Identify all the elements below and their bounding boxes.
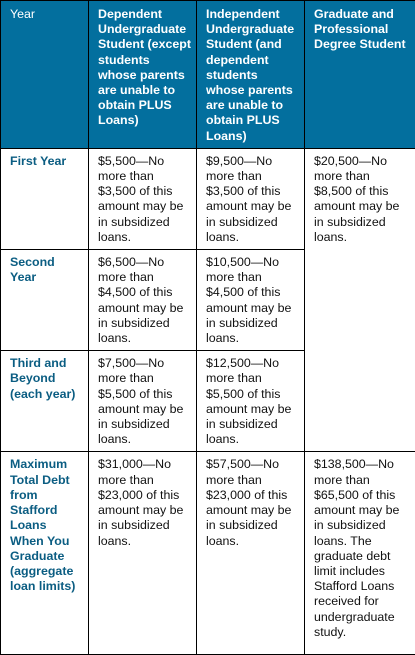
table-row: Maximum Total Debt from Stafford Loans W… bbox=[1, 452, 415, 655]
cell-independent-second-year: $10,500—No more than $4,500 of this amou… bbox=[197, 250, 305, 352]
header-year: Year bbox=[1, 1, 89, 149]
cell-independent-third-and-beyond: $12,500—No more than $5,500 of this amou… bbox=[197, 351, 305, 453]
row-label-third-and-beyond: Third and Beyond (each year) bbox=[1, 351, 89, 453]
cell-dependent-third-and-beyond: $7,500—No more than $5,500 of this amoun… bbox=[89, 351, 197, 453]
table-row: First Year $5,500—No more than $3,500 of… bbox=[1, 148, 415, 453]
cell-independent-maximum-total: $57,500—No more than $23,000 of this amo… bbox=[197, 452, 305, 655]
row-label-second-year: Second Year bbox=[1, 250, 89, 352]
cell-dependent-first-year: $5,500—No more than $3,500 of this amoun… bbox=[89, 148, 197, 251]
cell-dependent-maximum-total: $31,000—No more than $23,000 of this amo… bbox=[89, 452, 197, 655]
header-independent-undergraduate: Independent Undergraduate Student (and d… bbox=[197, 1, 305, 149]
header-dependent-undergraduate: Dependent Undergraduate Student (except … bbox=[89, 1, 197, 149]
header-row: Year Dependent Undergraduate Student (ex… bbox=[1, 1, 415, 149]
table-row: Third and Beyond (each year) $7,500—No m… bbox=[1, 351, 415, 453]
cell-graduate-annual: $20,500—No more than $8,500 of this amou… bbox=[305, 148, 415, 453]
header-graduate-professional: Graduate and Professional Degree Student bbox=[305, 1, 415, 149]
cell-graduate-maximum-total: $138,500—No more than $65,500 of this am… bbox=[305, 452, 415, 655]
row-label-maximum-total-debt: Maximum Total Debt from Stafford Loans W… bbox=[1, 452, 89, 655]
cell-dependent-second-year: $6,500—No more than $4,500 of this amoun… bbox=[89, 250, 197, 352]
cell-independent-first-year: $9,500—No more than $3,500 of this amoun… bbox=[197, 148, 305, 251]
table-row: Second Year $6,500—No more than $4,500 o… bbox=[1, 250, 415, 352]
row-label-first-year: First Year bbox=[1, 148, 89, 251]
